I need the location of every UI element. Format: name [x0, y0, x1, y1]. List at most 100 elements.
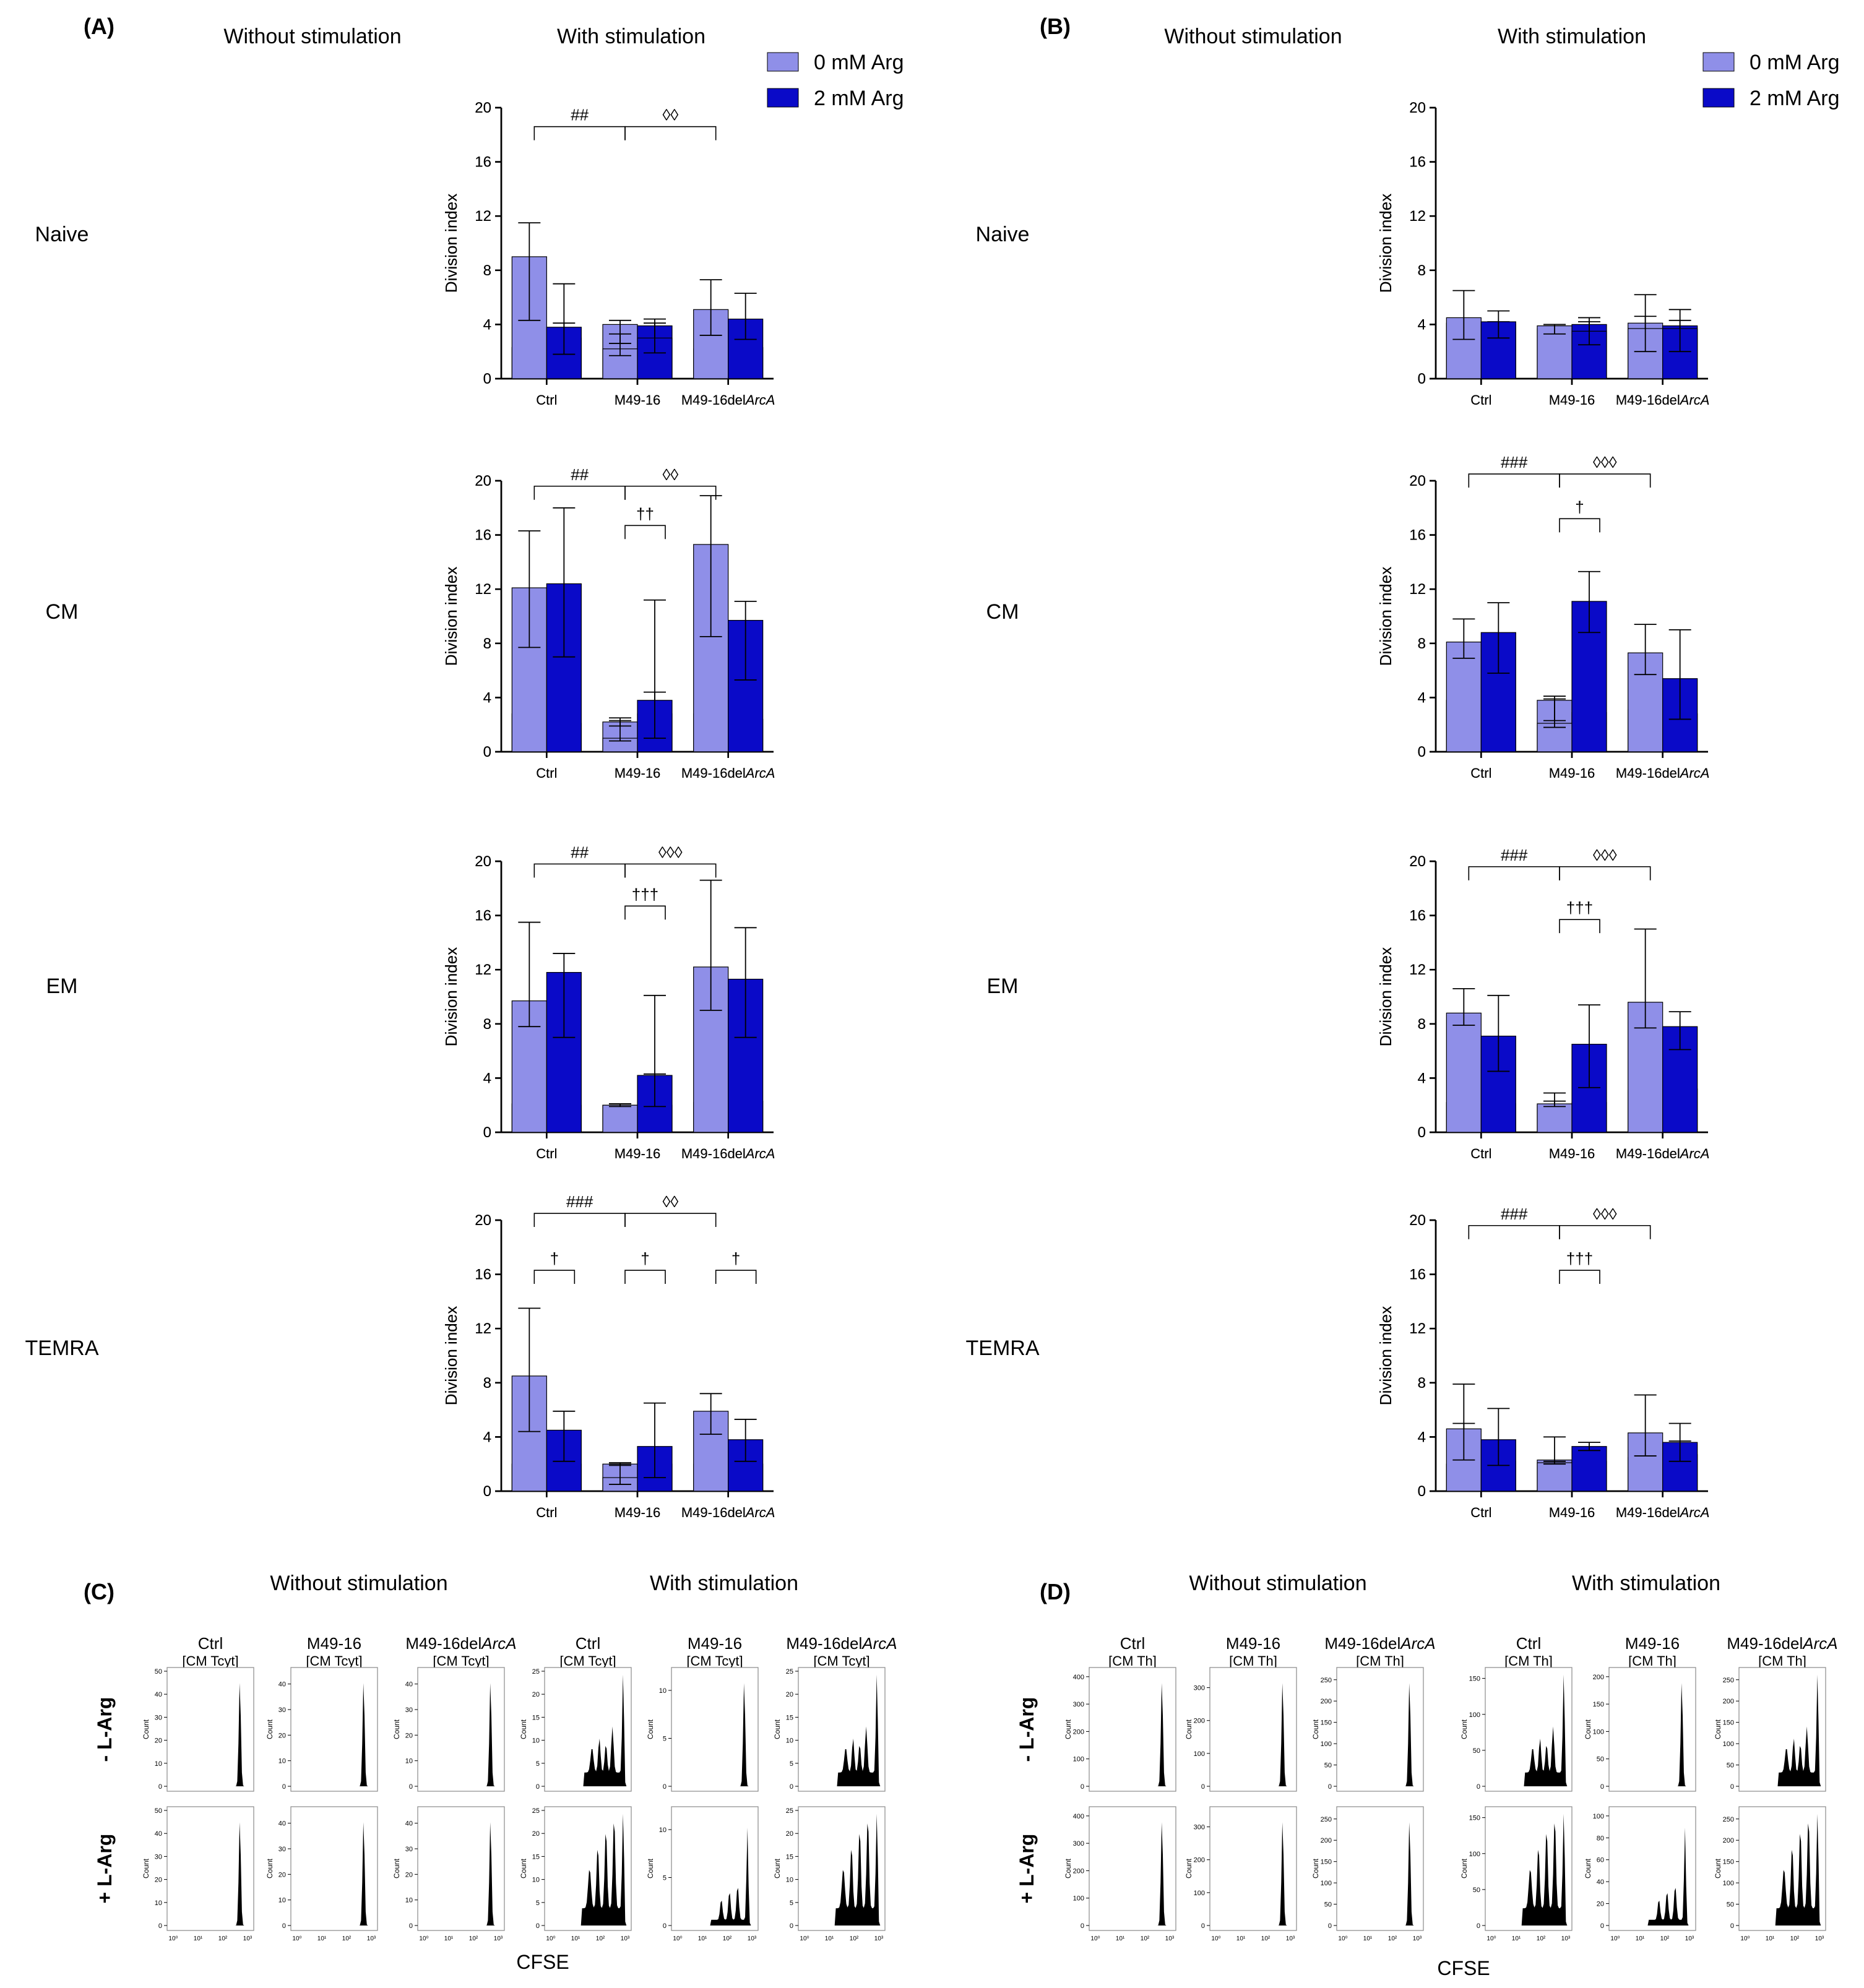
y-axis-label: Division index [442, 567, 460, 666]
y-tick-label: 12 [475, 208, 491, 225]
y-tick-label: 0 [1730, 1783, 1734, 1791]
x-tick-label: 10¹ [571, 1935, 580, 1942]
legend-label-0mM: 0 mM Arg [814, 51, 904, 74]
bar-chart-A-Naive-stim: 0 4 8 12 16 20 Division index Ctrl M49-16 M49-16d… [442, 100, 775, 408]
histogram-C-M49-16delArcA-stim-plus: 0 5 10 15 20 25 Count 10⁰ 10¹ 10² 10³ [773, 1806, 886, 1942]
x-tick-label-part: M49-16del [1616, 765, 1680, 781]
histogram-area [1612, 1827, 1693, 1926]
significance-bracket [533, 126, 626, 140]
row-label-em: EM [46, 975, 78, 998]
x-tick-label: 10² [850, 1935, 859, 1942]
x-tick-label: 10³ [621, 1935, 630, 1942]
y-axis-label-count: Count [1460, 1719, 1469, 1739]
y-tick-label: 12 [1409, 962, 1426, 978]
significance-bracket [533, 485, 626, 500]
y-tick-label: 0 [1081, 1783, 1084, 1791]
histogram-C-M49-16-stim-minus: 0 10 20 30 40 Count [265, 1667, 378, 1792]
y-axis-label: Division index [442, 194, 460, 293]
x-tick-label-part: M49-16del [1616, 1146, 1680, 1161]
bar-0mM [602, 1104, 638, 1133]
y-tick-label: 12 [475, 962, 491, 978]
histogram-area [547, 1674, 629, 1786]
x-tick-label: Ctrl [1470, 765, 1491, 781]
significance-mark: ## [571, 106, 589, 124]
bar-0mM [1537, 1462, 1573, 1492]
condition-header: Without stimulation [223, 25, 401, 48]
y-axis-label-count: Count [1184, 1858, 1193, 1878]
y-tick-label: 16 [475, 1267, 491, 1283]
y-tick-label: 8 [1418, 635, 1426, 652]
bar-0mM [1537, 325, 1573, 379]
y-tick-label: 50 [1324, 1901, 1332, 1909]
y-tick-label: 150 [1469, 1815, 1480, 1822]
y-tick-label: 8 [483, 1016, 491, 1033]
y-tick-label: 8 [1418, 635, 1426, 652]
x-axis-label-cfse: CFSE [1437, 1957, 1490, 1979]
x-tick-label: 10⁰ [419, 1935, 428, 1942]
significance-mark: ◊◊◊ [1593, 846, 1617, 864]
histogram-subtitle: [CM Th] [1108, 1653, 1157, 1669]
x-tick-label: M49-16 [615, 392, 661, 408]
x-tick-label-italic: ArcA [1679, 1505, 1710, 1520]
legend-swatch-2mM [767, 88, 799, 108]
y-tick-label: 0 [536, 1783, 540, 1791]
x-tick-label: 10³ [367, 1935, 376, 1942]
histogram-frame [798, 1667, 886, 1792]
histogram-subtitle: [CM Th] [1356, 1653, 1404, 1669]
y-tick-label: 4 [483, 1070, 491, 1087]
y-axis-label: Division index [1376, 947, 1395, 1046]
histogram-subtitle: [CM Th] [1628, 1653, 1676, 1669]
y-tick-label: 20 [1409, 1212, 1426, 1229]
y-tick-label: 4 [1418, 316, 1426, 333]
x-tick-label-italic: ArcA [744, 1146, 775, 1161]
histogram-D-M49-16-stim-plus: 0 20 40 60 80 100 Count 10⁰ 10¹ 10² 10³ [1584, 1806, 1696, 1942]
x-tick-label: 10¹ [317, 1935, 327, 1942]
y-tick-label: 100 [1593, 1813, 1604, 1820]
histogram-subtitle: [CM Tcyt] [559, 1653, 616, 1669]
y-tick-label: 20 [532, 1830, 540, 1838]
x-tick-label: 10⁰ [168, 1935, 178, 1942]
x-tick-label-part: M49-16del [681, 1505, 746, 1520]
x-tick-label-italic: ArcA [1679, 392, 1710, 408]
y-axis-label-count: Count [392, 1719, 401, 1739]
bar-2mM [1571, 1446, 1607, 1492]
y-tick-label: 200 [1593, 1674, 1604, 1681]
x-tick-label: M49-16 [1549, 1146, 1595, 1161]
x-tick-label: 10⁰ [1610, 1935, 1620, 1942]
y-tick-label: 0 [1328, 1922, 1332, 1930]
x-tick-label: Ctrl [536, 392, 557, 408]
y-tick-label: 0 [1418, 1483, 1426, 1500]
x-tick-label-italic: ArcA [744, 765, 775, 781]
significance-bracket [624, 863, 717, 878]
bar-chart-A-EM-stim: 0 4 8 12 16 20 Division index Ctrl M49-16 M49-16d… [442, 843, 775, 1161]
y-tick-label: 20 [1409, 853, 1426, 870]
y-tick-label: 4 [1418, 689, 1426, 706]
y-tick-label: 20 [1409, 1212, 1426, 1229]
y-tick-label: 4 [1418, 1070, 1426, 1087]
bar-chart-A-TEMRA-stim: 0 4 8 12 16 20 Division index Ctrl M49-16 M49-16d… [442, 1192, 775, 1520]
y-tick-label: 20 [278, 1871, 286, 1878]
x-tick-label-italic: ArcA [1679, 1146, 1710, 1161]
y-tick-label: 0 [282, 1783, 286, 1791]
row-label-minus-larg: - L-Arg [93, 1697, 116, 1762]
histogram-D-M49-16-stim-minus: 0 50 100 150 200 Count [1584, 1667, 1696, 1792]
x-tick-label: Ctrl [536, 1505, 557, 1520]
y-tick-label: 5 [663, 1875, 667, 1882]
x-tick-label-part: M49-16del [681, 765, 746, 781]
significance-bracket [715, 1270, 757, 1284]
legend-label-2mM: 2 mM Arg [814, 87, 904, 110]
y-tick-label: 5 [790, 1900, 793, 1907]
y-tick-label: 8 [1418, 262, 1426, 279]
x-tick-label: 10² [469, 1935, 478, 1942]
x-tick-label: 10¹ [1636, 1935, 1645, 1942]
y-tick-label: 250 [1321, 1816, 1332, 1823]
condition-header: Without stimulation [1164, 25, 1342, 48]
legend-label-2mM: 2 mM Arg [1750, 87, 1839, 110]
y-tick-label: 4 [483, 1429, 491, 1445]
x-tick-label: 10² [723, 1935, 732, 1942]
x-tick-label: M49-16delArcA [1616, 1505, 1710, 1520]
y-tick-label: 0 [483, 371, 491, 387]
significance-bracket [1559, 518, 1600, 533]
y-tick-label: 12 [475, 1320, 491, 1337]
y-axis-label-count: Count [1584, 1858, 1592, 1878]
